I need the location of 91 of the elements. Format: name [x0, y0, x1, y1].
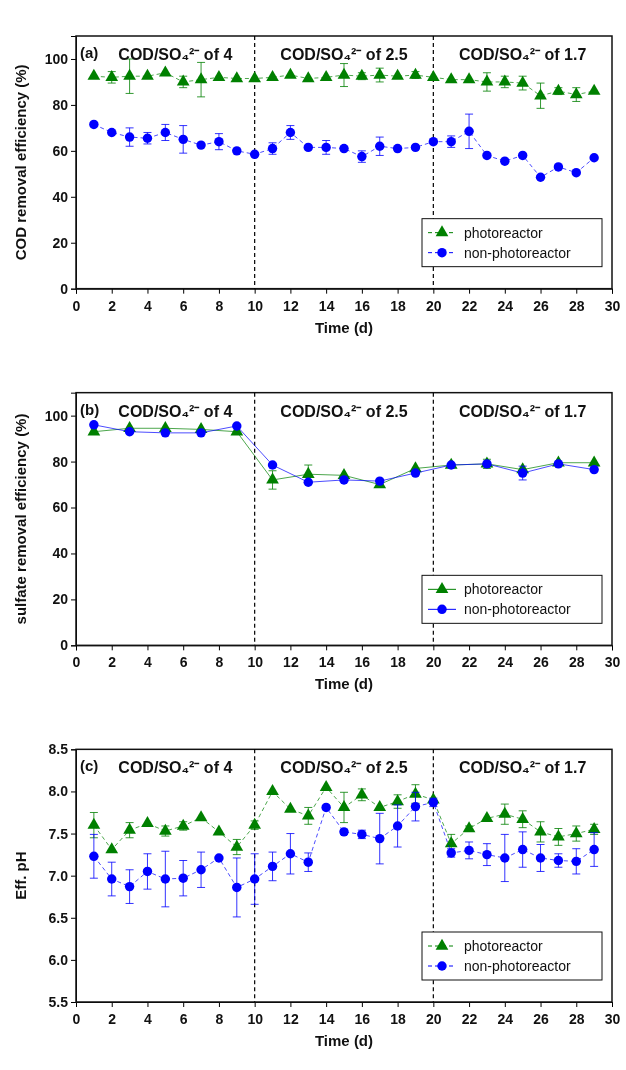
x-tick-label: 12: [283, 1011, 299, 1027]
x-tick-label: 10: [247, 297, 264, 314]
y-tick-label: 40: [52, 545, 69, 562]
x-tick-label: 30: [604, 297, 621, 314]
x-tick-label: 16: [354, 297, 371, 314]
x-tick-label: 2: [108, 297, 117, 314]
y-tick-label: 20: [52, 591, 69, 608]
x-tick-label: 2: [108, 654, 117, 671]
x-tick-label: 12: [283, 297, 299, 314]
x-tick-label: 8: [215, 654, 224, 671]
x-tick-label: 4: [144, 1011, 153, 1027]
legend-label: photoreactor: [464, 938, 543, 954]
y-tick-label: 8.5: [48, 741, 69, 758]
x-tick-label: 22: [461, 1011, 478, 1027]
annotation: COD/SO₄²⁻ of 2.5: [280, 402, 408, 420]
legend-label: non-photoreactor: [464, 244, 571, 261]
legend-label: photoreactor: [464, 581, 543, 598]
annotation: COD/SO₄²⁻ of 2.5: [280, 759, 408, 777]
x-tick-label: 6: [179, 654, 188, 671]
y-tick-label: 5.5: [48, 993, 69, 1010]
x-tick-label: 22: [461, 297, 478, 314]
annotation: COD/SO₄²⁻ of 1.7: [459, 759, 587, 777]
x-tick-label: 20: [426, 654, 442, 671]
legend-label: non-photoreactor: [464, 958, 571, 974]
y-tick-label: 6.0: [48, 951, 69, 968]
legend-label: photoreactor: [464, 224, 543, 241]
x-tick-label: 20: [426, 297, 442, 314]
x-tick-label: 4: [144, 297, 153, 314]
x-tick-label: 14: [318, 297, 335, 314]
x-tick-label: 20: [426, 1011, 442, 1027]
y-tick-label: 0: [60, 637, 69, 654]
x-tick-label: 28: [568, 1011, 585, 1027]
annotation: COD/SO₄²⁻ of 2.5: [280, 46, 408, 63]
x-tick-label: 4: [144, 654, 153, 671]
annotation: (b): [80, 400, 100, 418]
annotation: COD/SO₄²⁻ of 4: [118, 759, 233, 777]
legend-label: non-photoreactor: [464, 601, 571, 618]
y-tick-label: 0: [60, 280, 69, 297]
y-tick-label: 8.0: [48, 783, 69, 800]
x-tick-label: 18: [390, 297, 407, 314]
y-tick-label: 80: [52, 453, 69, 470]
x-tick-label: 14: [318, 1011, 335, 1027]
y-tick-label: 7.5: [48, 825, 69, 842]
x-tick-label: 2: [108, 1011, 117, 1027]
annotation: COD/SO₄²⁻ of 4: [118, 46, 233, 63]
y-tick-label: 100: [44, 407, 69, 424]
x-axis-title: Time (d): [314, 675, 374, 693]
y-axis-title: Eff. pH: [12, 851, 29, 900]
x-tick-label: 8: [215, 297, 224, 314]
x-tick-label: 28: [568, 297, 585, 314]
x-tick-label: 30: [604, 654, 621, 671]
y-tick-label: 100: [44, 50, 69, 67]
y-tick-label: 40: [52, 188, 69, 205]
x-tick-label: 22: [461, 654, 478, 671]
x-tick-label: 24: [497, 1011, 514, 1027]
y-tick-label: 7.0: [48, 867, 69, 884]
x-tick-label: 16: [354, 654, 371, 671]
annotation: (c): [80, 757, 99, 775]
annotation: (a): [80, 44, 99, 61]
annotation: COD/SO₄²⁻ of 1.7: [459, 46, 587, 63]
x-axis-title: Time (d): [314, 1032, 374, 1049]
x-tick-label: 26: [533, 297, 550, 314]
x-tick-label: 18: [390, 654, 407, 671]
annotation: COD/SO₄²⁻ of 4: [118, 402, 233, 420]
x-tick-label: 24: [497, 297, 514, 314]
x-tick-label: 30: [604, 1011, 621, 1027]
x-tick-label: 28: [568, 654, 585, 671]
y-tick-label: 60: [52, 142, 69, 159]
y-tick-label: 20: [52, 234, 69, 251]
x-tick-label: 0: [72, 297, 81, 314]
y-tick-label: 60: [52, 499, 69, 516]
x-tick-label: 0: [72, 654, 81, 671]
y-axis-title: sulfate removal efficiency (%): [12, 413, 29, 625]
x-tick-label: 18: [390, 1011, 407, 1027]
x-tick-label: 12: [283, 654, 299, 671]
y-tick-label: 6.5: [48, 909, 69, 926]
x-tick-label: 6: [179, 297, 188, 314]
y-tick-label: 80: [52, 96, 69, 113]
y-axis-title: COD removal efficiency (%): [12, 64, 29, 261]
x-tick-label: 16: [354, 1011, 371, 1027]
x-tick-label: 14: [318, 654, 335, 671]
x-tick-label: 10: [247, 654, 264, 671]
x-tick-label: 8: [215, 1011, 224, 1027]
x-tick-label: 6: [179, 1011, 188, 1027]
x-tick-label: 26: [533, 1011, 550, 1027]
x-axis-title: Time (d): [314, 318, 374, 336]
x-tick-label: 10: [247, 1011, 264, 1027]
x-tick-label: 26: [533, 654, 550, 671]
x-tick-label: 0: [72, 1011, 81, 1027]
annotation: COD/SO₄²⁻ of 1.7: [459, 402, 587, 420]
x-tick-label: 24: [497, 654, 514, 671]
